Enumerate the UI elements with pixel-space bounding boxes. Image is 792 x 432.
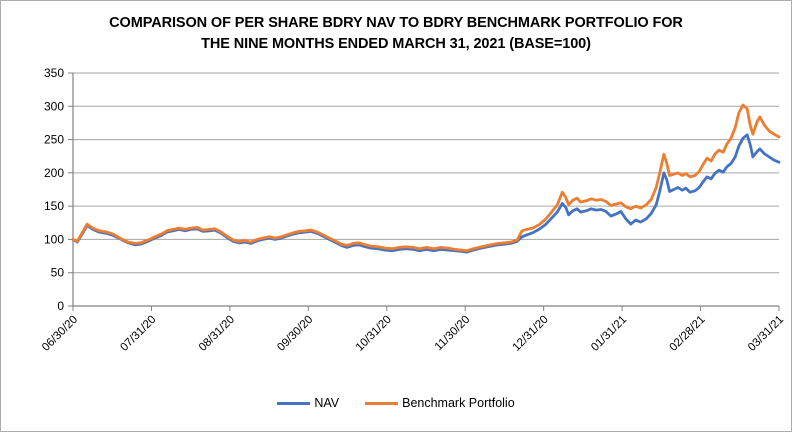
legend-label-nav: NAV <box>314 396 340 410</box>
x-tick-label-4: 10/31/20 <box>354 314 394 354</box>
x-tick-label-8: 02/28/21 <box>668 314 708 354</box>
y-tick-label-200: 200 <box>44 166 64 180</box>
legend-item-nav: NAV <box>277 396 339 410</box>
x-tick-label-9: 03/31/21 <box>746 314 786 354</box>
y-tick-label-250: 250 <box>44 133 64 147</box>
x-tick-label-7: 01/31/21 <box>589 314 629 354</box>
chart-legend: NAV Benchmark Portfolio <box>1 396 791 410</box>
y-tick-label-150: 150 <box>44 199 64 213</box>
nav-line-swatch <box>277 401 311 405</box>
y-tick-label-350: 350 <box>44 66 64 80</box>
series-line-nav <box>71 133 781 254</box>
x-tick-label-5: 11/30/20 <box>433 314 473 354</box>
x-tick-label-1: 07/31/20 <box>118 314 158 354</box>
y-tick-label-50: 50 <box>51 266 65 280</box>
legend-item-benchmark: Benchmark Portfolio <box>365 396 515 410</box>
chart-title-line-2: THE NINE MONTHS ENDED MARCH 31, 2021 (BA… <box>201 36 591 52</box>
x-tick-label-0: 06/30/20 <box>40 314 80 354</box>
benchmark-line-swatch <box>365 401 399 405</box>
x-tick-label-2: 08/31/20 <box>197 314 237 354</box>
x-tick-label-3: 09/30/20 <box>275 314 315 354</box>
x-tick-label-6: 12/31/20 <box>511 314 551 354</box>
legend-label-benchmark: Benchmark Portfolio <box>402 396 515 410</box>
y-tick-label-300: 300 <box>44 99 64 113</box>
y-tick-label-100: 100 <box>44 232 64 246</box>
series-line-benchmark-portfolio <box>71 103 781 253</box>
chart-title: COMPARISON OF PER SHARE BDRY NAV TO BDRY… <box>1 13 791 55</box>
chart-title-line-1: COMPARISON OF PER SHARE BDRY NAV TO BDRY… <box>109 15 683 31</box>
y-tick-label-0: 0 <box>57 299 64 313</box>
